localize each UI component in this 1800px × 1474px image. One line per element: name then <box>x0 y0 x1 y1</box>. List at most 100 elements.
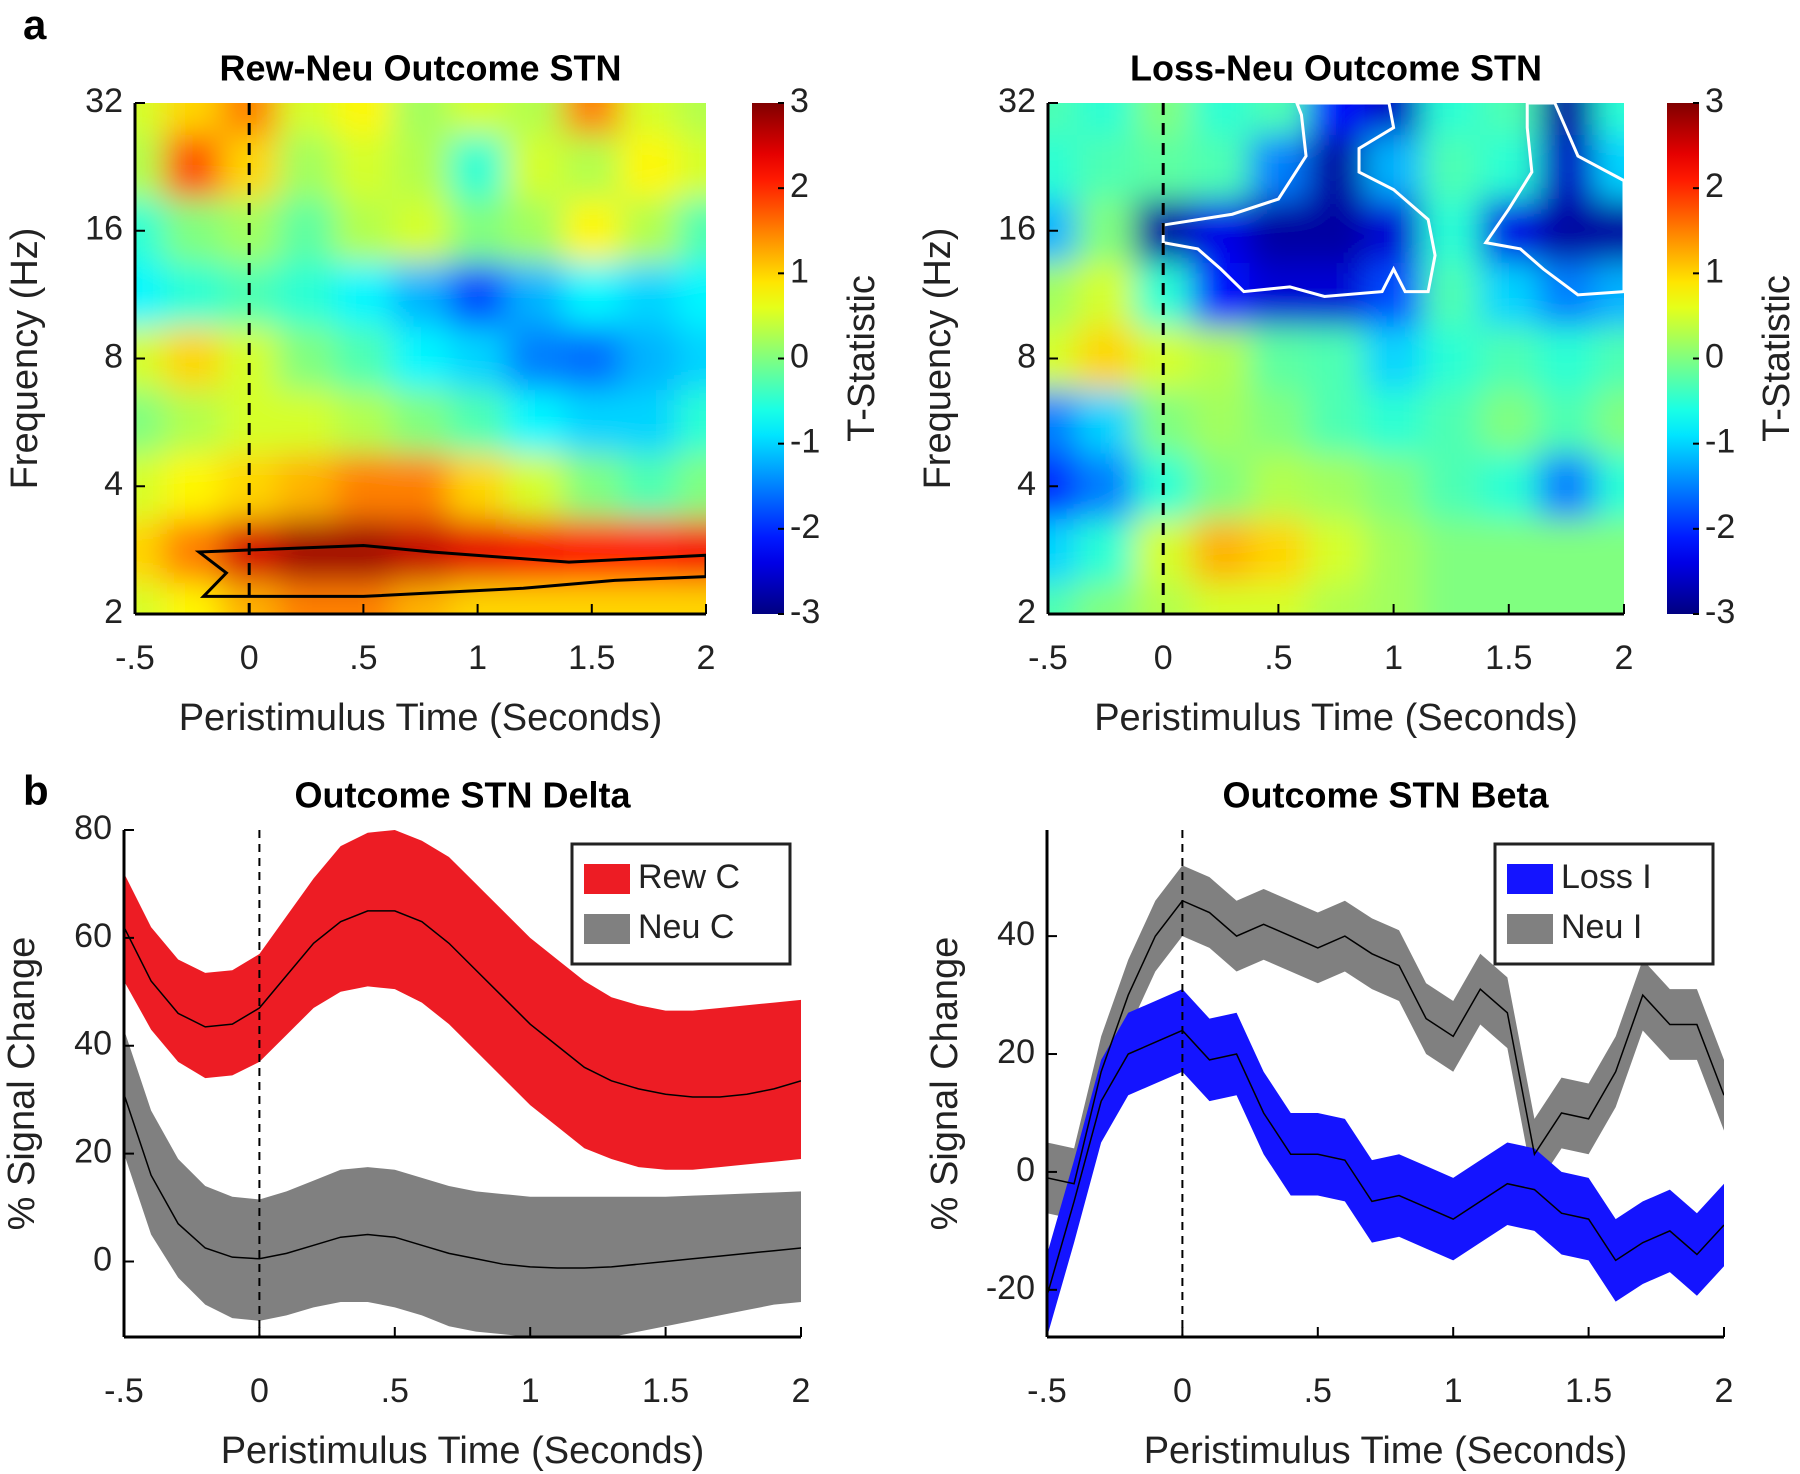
heatmap-cell <box>1076 103 1136 137</box>
legend-swatch <box>1507 914 1553 944</box>
panel-label: a <box>23 1 47 48</box>
heatmap-cell <box>506 582 565 614</box>
y-tick-label: 8 <box>104 337 123 375</box>
heatmap-cell <box>677 262 706 328</box>
heatmap-cell <box>277 582 336 614</box>
heatmap-cell <box>1076 519 1136 584</box>
heatmap-cell <box>163 453 222 521</box>
heatmap-cell <box>277 519 336 584</box>
heatmap-cell <box>1595 326 1624 391</box>
y-tick-label: 20 <box>74 1133 112 1171</box>
heatmap-cell <box>135 135 165 200</box>
heatmap-cell <box>1249 389 1309 455</box>
heatmap-cell <box>277 103 336 137</box>
colorbar-tick-label: -3 <box>790 593 820 631</box>
heatmap-cell <box>135 582 165 614</box>
x-tick-label: 2 <box>1715 1372 1734 1410</box>
panel-label: b <box>23 767 49 814</box>
colorbar-tick-label: -1 <box>790 423 820 461</box>
heatmap <box>135 103 706 614</box>
heatmap-cell <box>449 103 508 137</box>
heatmap-cell <box>163 389 222 455</box>
heatmap-cell <box>677 326 706 391</box>
x-tick-label: 1.5 <box>568 639 615 677</box>
x-tick-label: .5 <box>349 639 377 677</box>
heatmap-cell <box>391 326 451 391</box>
mean-line <box>124 1094 801 1269</box>
heatmap-cell <box>1595 389 1624 455</box>
heatmap-cell <box>1307 453 1366 521</box>
heatmap-cell <box>506 519 565 584</box>
legend-swatch <box>584 914 630 944</box>
colorbar-tick-label: 0 <box>790 337 809 375</box>
heatmap-cell <box>1422 103 1481 137</box>
heatmap-cell <box>449 453 508 521</box>
x-tick-label: .5 <box>1304 1372 1332 1410</box>
heatmap-cell <box>449 326 508 391</box>
x-tick-label: 1.5 <box>1565 1372 1612 1410</box>
heatmap-cell <box>391 103 451 137</box>
chart-title: Outcome STN Beta <box>1222 775 1549 816</box>
heatmap-cell <box>449 135 508 200</box>
x-tick-label: 1.5 <box>642 1372 689 1410</box>
colorbar-tick-label: 0 <box>1705 337 1724 375</box>
chart-title: Rew-Neu Outcome STN <box>219 48 621 89</box>
heatmap-cell <box>135 103 165 137</box>
x-axis-label: Peristimulus Time (Seconds) <box>179 697 663 739</box>
heatmap-cell <box>1192 103 1251 137</box>
colorbar-tick-label: 1 <box>790 252 809 290</box>
y-tick-label: 4 <box>104 465 123 503</box>
x-tick-label: 0 <box>1154 639 1173 677</box>
heatmap-cell <box>1595 262 1624 328</box>
heatmap-cell <box>1048 519 1078 584</box>
y-tick-label: 20 <box>997 1033 1035 1071</box>
heatmap-cell <box>391 262 451 328</box>
colorbar-tick-label: -2 <box>1705 508 1735 546</box>
heatmap-cell <box>506 326 565 391</box>
heatmap-cell <box>1422 135 1481 200</box>
legend-label: Neu I <box>1561 908 1642 946</box>
heatmap-cell <box>277 135 336 200</box>
y-tick-label: -20 <box>986 1269 1035 1307</box>
legend-label: Neu C <box>638 908 734 946</box>
heatmap-cell <box>334 453 393 521</box>
confidence-band <box>124 1029 801 1337</box>
plot-area <box>124 830 801 1337</box>
x-tick-label: .5 <box>381 1372 409 1410</box>
heatmap-cell <box>1480 326 1539 391</box>
heatmap-cell <box>449 198 508 264</box>
heatmap-cell <box>1364 453 1424 521</box>
x-tick-label: 0 <box>240 639 259 677</box>
heatmap-cell <box>163 262 222 328</box>
heatmap-cell <box>1480 262 1539 328</box>
y-tick-label: 0 <box>1016 1151 1035 1189</box>
y-tick-label: 0 <box>93 1240 112 1278</box>
heatmap-cell <box>620 103 679 137</box>
significant-cluster <box>1483 103 1624 297</box>
heatmap-cell <box>334 326 393 391</box>
heatmap-cell <box>563 135 622 200</box>
heatmap-cell <box>277 198 336 264</box>
confidence-band <box>1047 865 1724 1220</box>
significant-cluster <box>1161 103 1437 299</box>
heatmap-cell <box>1076 262 1136 328</box>
heatmap-cell <box>1192 326 1251 391</box>
heatmap-cell <box>677 389 706 455</box>
x-tick-label: 1 <box>468 639 487 677</box>
heatmap-cell <box>620 262 679 328</box>
heatmap-cell <box>677 519 706 584</box>
heatmap-cell <box>1192 582 1251 614</box>
x-tick-label: -.5 <box>1027 1372 1067 1410</box>
heatmap-cell <box>1192 262 1251 328</box>
heatmap-cell <box>277 326 336 391</box>
heatmap-cell <box>563 453 622 521</box>
colorbar-tick-label: 2 <box>790 167 809 205</box>
heatmap-cells <box>135 103 706 614</box>
heatmap-cell <box>1422 326 1481 391</box>
heatmap-cell <box>1307 519 1366 584</box>
legend-label: Rew C <box>638 858 740 896</box>
heatmap-cell <box>1249 453 1309 521</box>
heatmap-cell <box>163 326 222 391</box>
x-tick-label: 2 <box>697 639 716 677</box>
heatmap-cell <box>1307 198 1366 264</box>
